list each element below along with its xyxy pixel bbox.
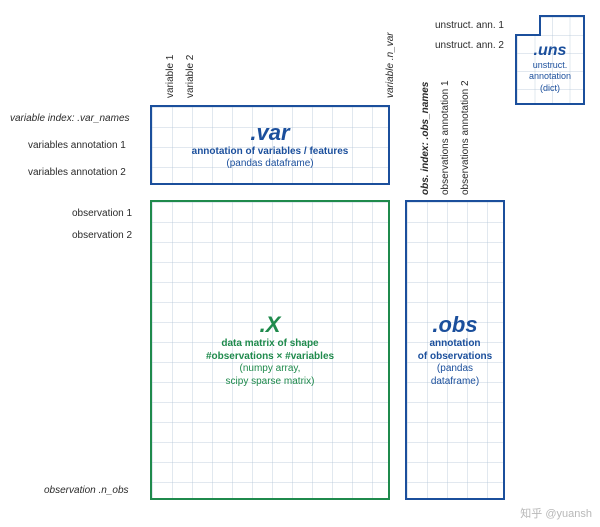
obs-col-2: observations annotation 2	[460, 80, 471, 195]
obs-sub4: dataframe)	[431, 376, 479, 389]
uns-row-1: unstruct. ann. 1	[435, 20, 504, 31]
var-box: .var annotation of variables / features …	[150, 105, 390, 185]
diagram-stage: .var annotation of variables / features …	[0, 0, 600, 527]
watermark: 知乎 @yuansh	[520, 505, 592, 521]
var-row-index: variable index: .var_names	[10, 113, 130, 124]
x-sub3: (numpy array,	[240, 363, 301, 376]
var-sub2: (pandas dataframe)	[226, 158, 313, 171]
x-box: .X data matrix of shape #observations × …	[150, 200, 390, 500]
uns-sub2: annotation	[529, 71, 571, 82]
obs-sub1: annotation	[429, 338, 480, 351]
obs-sub3: (pandas	[437, 363, 473, 376]
obs-col-index: obs. index: .obs_names	[420, 82, 431, 195]
var-row-2: variables annotation 2	[28, 167, 126, 178]
x-row-n: observation .n_obs	[44, 485, 129, 496]
x-row-2: observation 2	[72, 230, 132, 241]
var-col-1: variable 1	[165, 55, 176, 98]
x-sub2: #observations × #variables	[206, 351, 334, 364]
uns-row-2: unstruct. ann. 2	[435, 40, 504, 51]
obs-sub2: of observations	[418, 351, 492, 364]
x-sub1: data matrix of shape	[221, 338, 318, 351]
var-col-2: variable 2	[185, 55, 196, 98]
x-row-1: observation 1	[72, 208, 132, 219]
obs-col-1: observations annotation 1	[440, 80, 451, 195]
obs-title: .obs	[432, 312, 477, 338]
uns-title: .uns	[534, 42, 567, 60]
var-sub1: annotation of variables / features	[192, 146, 349, 159]
uns-sub3: (dict)	[540, 83, 560, 94]
x-sub4: scipy sparse matrix)	[226, 376, 315, 389]
uns-sub1: unstruct.	[533, 60, 568, 71]
obs-box: .obs annotation of observations (pandas …	[405, 200, 505, 500]
x-title: .X	[260, 312, 281, 338]
var-title: .var	[250, 120, 289, 146]
var-col-n: variable .n_var	[385, 32, 396, 98]
var-row-1: variables annotation 1	[28, 140, 126, 151]
uns-box: .uns unstruct. annotation (dict)	[515, 15, 585, 105]
